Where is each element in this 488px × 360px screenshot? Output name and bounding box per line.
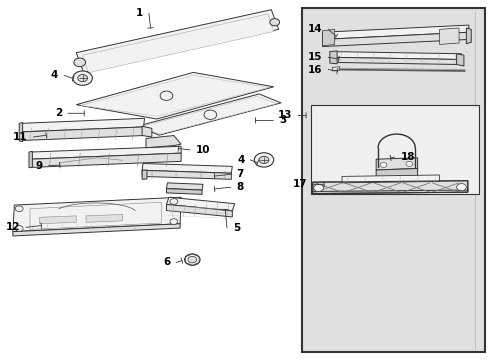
Text: 16: 16	[307, 64, 322, 75]
Polygon shape	[322, 25, 468, 40]
Polygon shape	[29, 151, 32, 168]
Polygon shape	[456, 54, 463, 66]
Polygon shape	[137, 94, 281, 135]
Circle shape	[203, 110, 216, 120]
Polygon shape	[86, 215, 122, 222]
Polygon shape	[30, 202, 161, 229]
Polygon shape	[13, 197, 181, 231]
Polygon shape	[312, 181, 467, 193]
Text: 8: 8	[236, 182, 244, 192]
Text: 17: 17	[293, 179, 307, 189]
Circle shape	[405, 161, 412, 166]
Polygon shape	[142, 126, 152, 137]
Circle shape	[78, 75, 87, 82]
Polygon shape	[30, 146, 181, 159]
Polygon shape	[166, 204, 232, 217]
Polygon shape	[375, 158, 417, 170]
Circle shape	[73, 71, 92, 85]
Polygon shape	[439, 28, 458, 44]
Circle shape	[456, 184, 466, 191]
Circle shape	[269, 19, 279, 26]
Polygon shape	[466, 28, 470, 44]
Text: 11: 11	[13, 132, 27, 142]
Polygon shape	[142, 170, 147, 179]
Polygon shape	[76, 72, 273, 119]
Text: 1: 1	[136, 8, 143, 18]
Bar	[302, 8, 484, 352]
Text: 9: 9	[36, 161, 42, 171]
Circle shape	[15, 226, 23, 231]
Text: 2: 2	[55, 108, 62, 118]
Polygon shape	[20, 118, 144, 132]
Text: 4: 4	[237, 155, 244, 165]
Text: 18: 18	[400, 152, 414, 162]
Polygon shape	[13, 224, 180, 236]
Polygon shape	[166, 197, 234, 211]
Polygon shape	[331, 67, 339, 71]
Text: 3: 3	[279, 116, 286, 126]
Polygon shape	[20, 127, 143, 140]
Circle shape	[254, 153, 273, 167]
Polygon shape	[142, 170, 231, 179]
Text: 4: 4	[51, 70, 58, 80]
Text: 5: 5	[232, 223, 240, 233]
Circle shape	[313, 184, 323, 192]
Polygon shape	[146, 135, 181, 148]
Circle shape	[259, 156, 268, 163]
Text: 12: 12	[6, 222, 20, 232]
Circle shape	[379, 162, 386, 167]
Text: 15: 15	[307, 52, 322, 62]
Polygon shape	[322, 30, 334, 46]
Polygon shape	[40, 216, 76, 224]
Circle shape	[187, 256, 196, 263]
Polygon shape	[166, 183, 203, 190]
Polygon shape	[331, 51, 461, 59]
Circle shape	[169, 219, 177, 225]
Polygon shape	[19, 123, 22, 141]
Circle shape	[169, 199, 177, 204]
Text: 7: 7	[236, 169, 244, 179]
Text: 13: 13	[277, 111, 292, 121]
Polygon shape	[312, 190, 467, 194]
Polygon shape	[140, 96, 276, 134]
Bar	[310, 105, 478, 194]
Circle shape	[184, 254, 200, 265]
Polygon shape	[375, 168, 417, 177]
Polygon shape	[166, 189, 202, 194]
Polygon shape	[30, 153, 181, 167]
Polygon shape	[331, 57, 460, 64]
Polygon shape	[142, 163, 232, 173]
Circle shape	[160, 91, 172, 100]
Polygon shape	[341, 175, 439, 183]
Circle shape	[15, 206, 23, 212]
Text: 10: 10	[195, 145, 210, 155]
Polygon shape	[322, 32, 468, 46]
Polygon shape	[81, 75, 268, 116]
Text: 14: 14	[307, 24, 322, 35]
Polygon shape	[76, 10, 278, 72]
Text: 6: 6	[163, 257, 170, 267]
Polygon shape	[329, 51, 336, 64]
Circle shape	[74, 58, 85, 67]
Polygon shape	[82, 14, 273, 73]
